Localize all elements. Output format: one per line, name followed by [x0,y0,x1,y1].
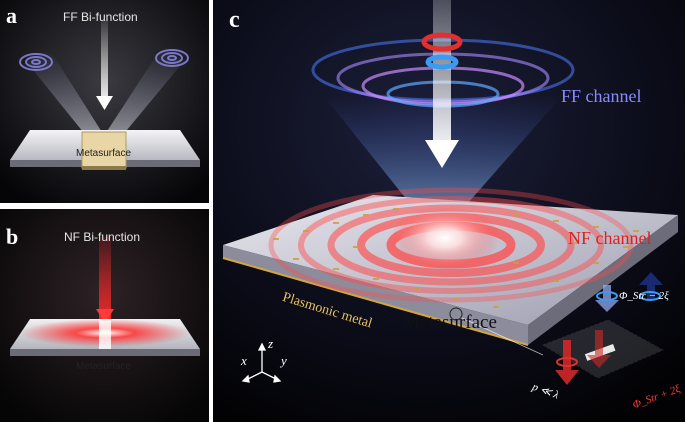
nf-channel-label: NF channel [568,228,652,248]
right-cone [96,50,185,148]
nano-antennas [273,208,639,308]
metasurface-label-c: Metasurface [403,312,497,333]
incident-beam [101,20,108,98]
axis-x-label: x [241,353,247,368]
plasmonic-metal-edge [222,257,529,346]
incident-beam-c [433,0,451,150]
arrow-down-red-icon [96,309,114,323]
panel-label-a: a [6,3,17,28]
arrow-down-c-icon [425,140,459,168]
ff-channel-label: FF channel [561,86,642,106]
focal-spot [390,206,500,270]
circular-polarization-icon [421,32,463,70]
incident-red-beam [99,237,111,325]
panel-b-title: NF Bi-function [64,230,141,244]
axis-y-label: y [281,353,287,368]
panel-a-title: FF Bi-function [63,10,138,24]
panel-c-illustration [213,0,685,422]
panel-label-b: b [6,224,19,249]
metasurface-label-b: Metasurface [76,361,132,372]
metasurface-label-a: Metasurface [76,148,132,159]
panel-b: b NF Bi-function Metasurface [0,209,209,422]
left-cone [25,50,112,148]
panel-b-illustration [0,209,209,422]
vortex-right-icon [155,49,189,67]
panel-a-illustration [0,0,209,203]
unit-cell-inset [541,272,665,385]
axes-icon [241,342,282,383]
arrow-down-icon [96,96,113,110]
axis-z-label: z [268,336,274,351]
phi-minus-label: Φ_Str − 2ξ [619,290,669,302]
vortex-left-icon [19,53,53,71]
panel-a: a FF Bi-function Metasurface [0,0,209,203]
panel-c: c FF channel NF channel Metasurface Plas… [213,0,685,422]
zoom-marker [449,307,463,321]
panel-label-c: c [229,7,240,33]
